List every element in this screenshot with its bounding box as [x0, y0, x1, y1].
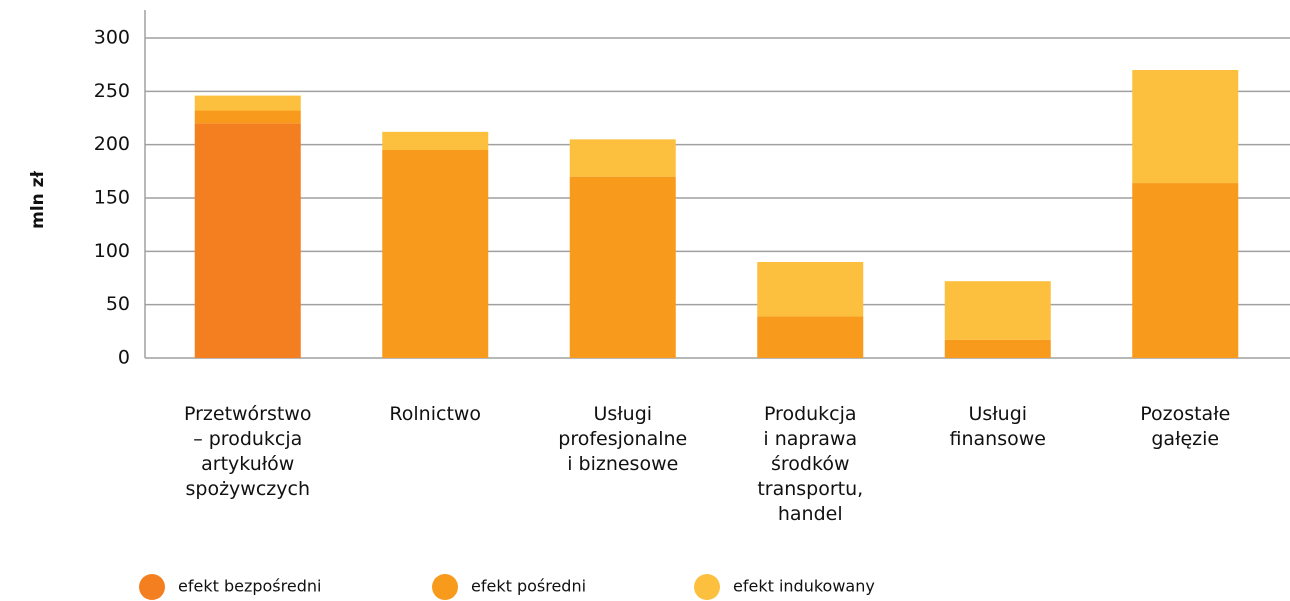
- bar-segment: [757, 262, 864, 317]
- y-tick-label: 200: [94, 133, 130, 155]
- legend-swatch: [432, 574, 458, 600]
- bar-segment: [569, 176, 676, 358]
- bar-segment: [569, 139, 676, 177]
- y-tick-label: 150: [94, 187, 130, 209]
- bar-segment: [194, 95, 301, 111]
- legend-label: efekt indukowany: [733, 577, 875, 596]
- x-tick-label: Pozostałe gałęzie: [1140, 403, 1231, 450]
- x-tick-label: Usługi finansowe: [949, 403, 1046, 450]
- legend-swatch: [694, 574, 720, 600]
- bar-segment: [382, 131, 489, 150]
- bar-segment: [757, 316, 864, 358]
- x-tick-label: Usługi profesjonalne i biznesowe: [558, 403, 688, 475]
- y-tick-label: 50: [106, 293, 130, 315]
- y-axis-label: mln zł: [28, 170, 48, 228]
- bar-segment: [1132, 70, 1239, 184]
- x-tick-label: Przetwórstwo – produkcja artykułów spoży…: [183, 403, 312, 500]
- x-tick-label: Produkcja i naprawa środków transportu, …: [757, 403, 864, 525]
- y-tick-label: 300: [94, 27, 130, 49]
- bar-segment: [194, 110, 301, 124]
- bar-segment: [944, 339, 1051, 358]
- legend-label: efekt pośredni: [471, 577, 586, 596]
- y-tick-label: 100: [94, 240, 130, 262]
- bar-segment: [382, 150, 489, 358]
- y-tick-label: 250: [94, 80, 130, 102]
- bar-segment: [194, 123, 301, 358]
- bar-segment: [944, 281, 1051, 340]
- legend-swatch: [139, 574, 165, 600]
- x-tick-label: Rolnictwo: [389, 403, 482, 425]
- y-tick-label: 0: [118, 347, 130, 369]
- legend-label: efekt bezpośredni: [178, 577, 321, 596]
- bar-segment: [1132, 183, 1239, 358]
